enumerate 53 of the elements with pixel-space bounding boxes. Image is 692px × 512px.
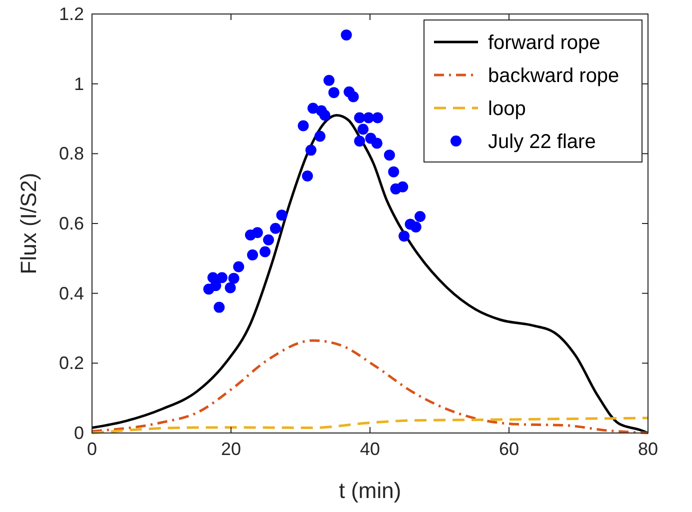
point [340,29,352,40]
point [319,110,330,121]
x-tick-label: 60 [498,439,520,459]
point [263,234,274,246]
point [323,74,334,86]
point [414,211,426,222]
x-tick-label: 0 [86,439,98,459]
legend-label: July 22 flare [488,131,596,153]
y-tick-label: 1.2 [58,4,84,24]
point [314,130,326,142]
point [328,87,340,98]
point [260,246,271,258]
x-tick-label: 80 [638,439,658,459]
legend-label: backward rope [488,65,620,87]
y-tick-label: 0.8 [58,144,84,164]
point [358,124,369,135]
point [247,249,258,260]
point [372,112,384,124]
point [228,272,240,284]
x-tick-label: 20 [220,439,242,459]
line-series [90,416,650,434]
y-tick-label: 0.6 [58,214,84,234]
x-tick-label: 40 [360,439,380,459]
point [363,112,374,124]
y-axis-title: Flux (I/S2) [16,172,41,274]
point [224,282,236,294]
point [354,136,366,147]
point [302,170,313,182]
y-tick-label: 0.4 [58,283,84,304]
point [298,120,309,132]
point [398,230,410,242]
x-axis-title: t (min) [338,478,402,503]
y-tick-label: 1 [74,74,84,94]
point [410,221,422,232]
point [276,210,288,221]
point [371,138,382,149]
point [348,91,359,102]
point [388,166,400,178]
point [270,222,281,234]
point [384,150,395,161]
legend-label: loop [488,98,526,120]
legend-label: forward rope [488,32,600,54]
point [233,261,244,272]
point [397,181,408,192]
point [216,272,228,284]
point [203,284,214,295]
y-tick-label: 0 [74,423,84,443]
point [354,112,366,124]
point [252,227,263,238]
point [305,144,316,156]
y-tick-label: 0.2 [58,353,84,374]
point [214,302,225,313]
line-series [90,339,650,434]
